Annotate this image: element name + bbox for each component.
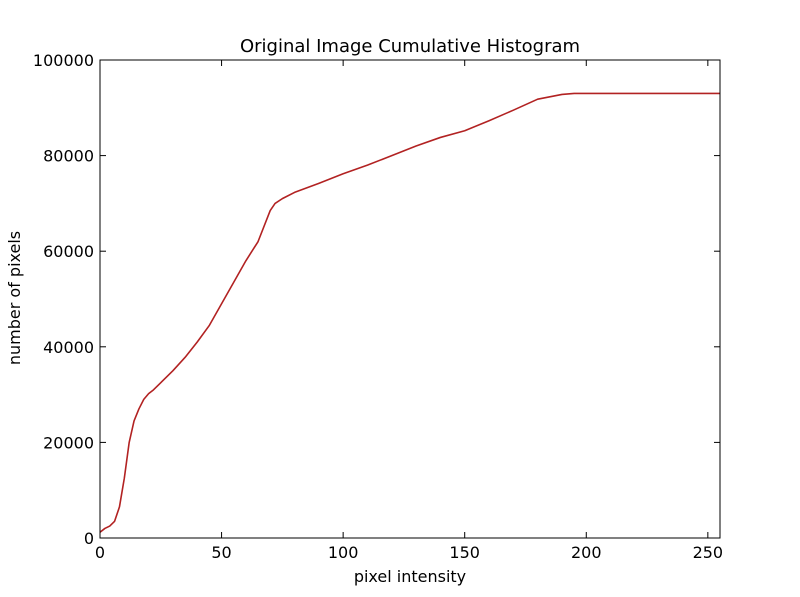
y-tick-label: 20000: [43, 433, 94, 452]
y-axis-label: number of pixels: [5, 231, 24, 365]
x-tick-label: 200: [571, 543, 602, 562]
y-tick-label: 80000: [43, 147, 94, 166]
plot-area: [99, 92, 720, 533]
axis-ticks: 0 50 100 150 200 250 0 20000 40000 60000 80000 1000…: [33, 51, 723, 562]
plot-frame: [99, 59, 721, 539]
x-tick-label: 50: [211, 543, 231, 562]
y-tick-label: 100000: [33, 51, 94, 70]
y-tick-label: 60000: [43, 242, 94, 261]
y-tick-label: 0: [84, 529, 94, 548]
series-line-0: [99, 92, 720, 533]
x-tick-label: 250: [693, 543, 724, 562]
x-tick-label: 150: [449, 543, 480, 562]
x-axis-label: pixel intensity: [354, 567, 466, 586]
x-tick-label: 0: [95, 543, 105, 562]
x-tick-label: 100: [328, 543, 359, 562]
y-tick-label: 40000: [43, 338, 94, 357]
chart-title: Original Image Cumulative Histogram: [240, 36, 580, 57]
